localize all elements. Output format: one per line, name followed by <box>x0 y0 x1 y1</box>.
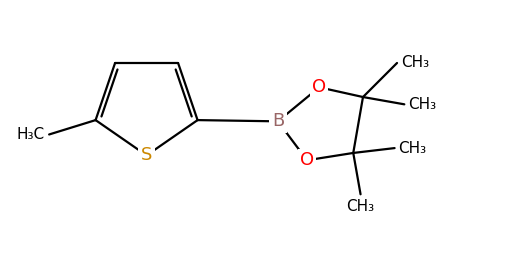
Text: O: O <box>300 151 314 169</box>
Text: H₃C: H₃C <box>16 127 44 142</box>
Text: O: O <box>312 78 326 96</box>
Text: CH₃: CH₃ <box>408 97 436 112</box>
Text: CH₃: CH₃ <box>347 199 375 214</box>
Text: CH₃: CH₃ <box>398 141 426 156</box>
Text: CH₃: CH₃ <box>401 56 429 70</box>
Text: S: S <box>141 146 152 164</box>
Text: B: B <box>272 112 284 130</box>
